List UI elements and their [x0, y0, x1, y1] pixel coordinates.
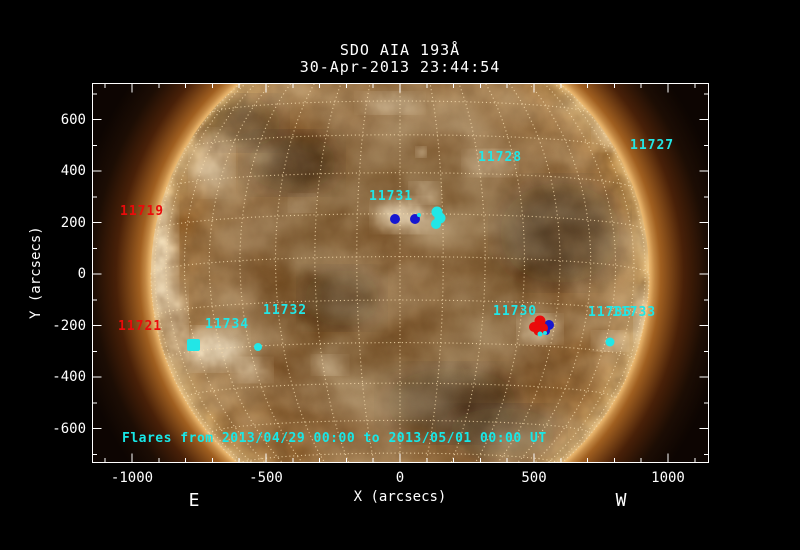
ar-label-11727[interactable]: 11727: [630, 138, 675, 153]
flare-marker-dot: [605, 337, 615, 347]
ar-label-11735[interactable]: 11735: [588, 305, 633, 320]
solar-disk-plot[interactable]: [92, 83, 709, 463]
ar-label-11733[interactable]: 11733: [612, 305, 657, 320]
flare-marker-dot: [390, 214, 400, 224]
x-tick-label-1000: 1000: [651, 470, 685, 486]
solar-disk-image: [92, 83, 709, 463]
flare-note-text: Flares from 2013/04/29 00:00 to 2013/05/…: [122, 431, 547, 446]
x-tick-label--500: -500: [249, 470, 283, 486]
y-tick-label-600: 600: [60, 111, 86, 128]
flare-marker-square: [187, 339, 200, 351]
flare-marker-dot: [254, 343, 262, 351]
y-tick-label--400: -400: [52, 369, 86, 385]
ar-label-11721[interactable]: 11721: [118, 319, 163, 334]
flare-marker-dot: [431, 219, 441, 229]
east-label: E: [188, 490, 200, 511]
image-title: SDO AIA 193Å: [339, 41, 461, 59]
y-tick-label-400: 400: [60, 163, 86, 179]
ar-label-11730[interactable]: 11730: [493, 304, 538, 319]
west-label: W: [615, 490, 627, 511]
x-axis-label: X (arcsecs): [353, 489, 447, 505]
flare-marker-dot: [543, 331, 547, 335]
x-tick-label-0: 0: [395, 470, 405, 486]
flare-marker-dot: [410, 214, 420, 224]
x-tick-label-500: 500: [521, 470, 547, 486]
ar-label-11734[interactable]: 11734: [205, 317, 250, 332]
flare-marker-dot: [417, 213, 421, 217]
axes-frame: [92, 83, 709, 463]
image-timestamp: 30-Apr-2013 23:44:54: [299, 58, 501, 76]
ar-label-11732[interactable]: 11732: [263, 303, 308, 318]
y-tick-label--600: -600: [52, 420, 86, 437]
flare-marker-dot: [537, 331, 543, 337]
y-axis-label: Y (arcsecs): [28, 226, 44, 319]
ar-label-11731[interactable]: 11731: [369, 189, 414, 204]
x-tick-label--1000: -1000: [110, 470, 154, 486]
ar-label-11728[interactable]: 11728: [478, 150, 523, 165]
y-tick-label--200: -200: [52, 317, 86, 334]
ar-label-11719[interactable]: 11719: [120, 204, 165, 219]
